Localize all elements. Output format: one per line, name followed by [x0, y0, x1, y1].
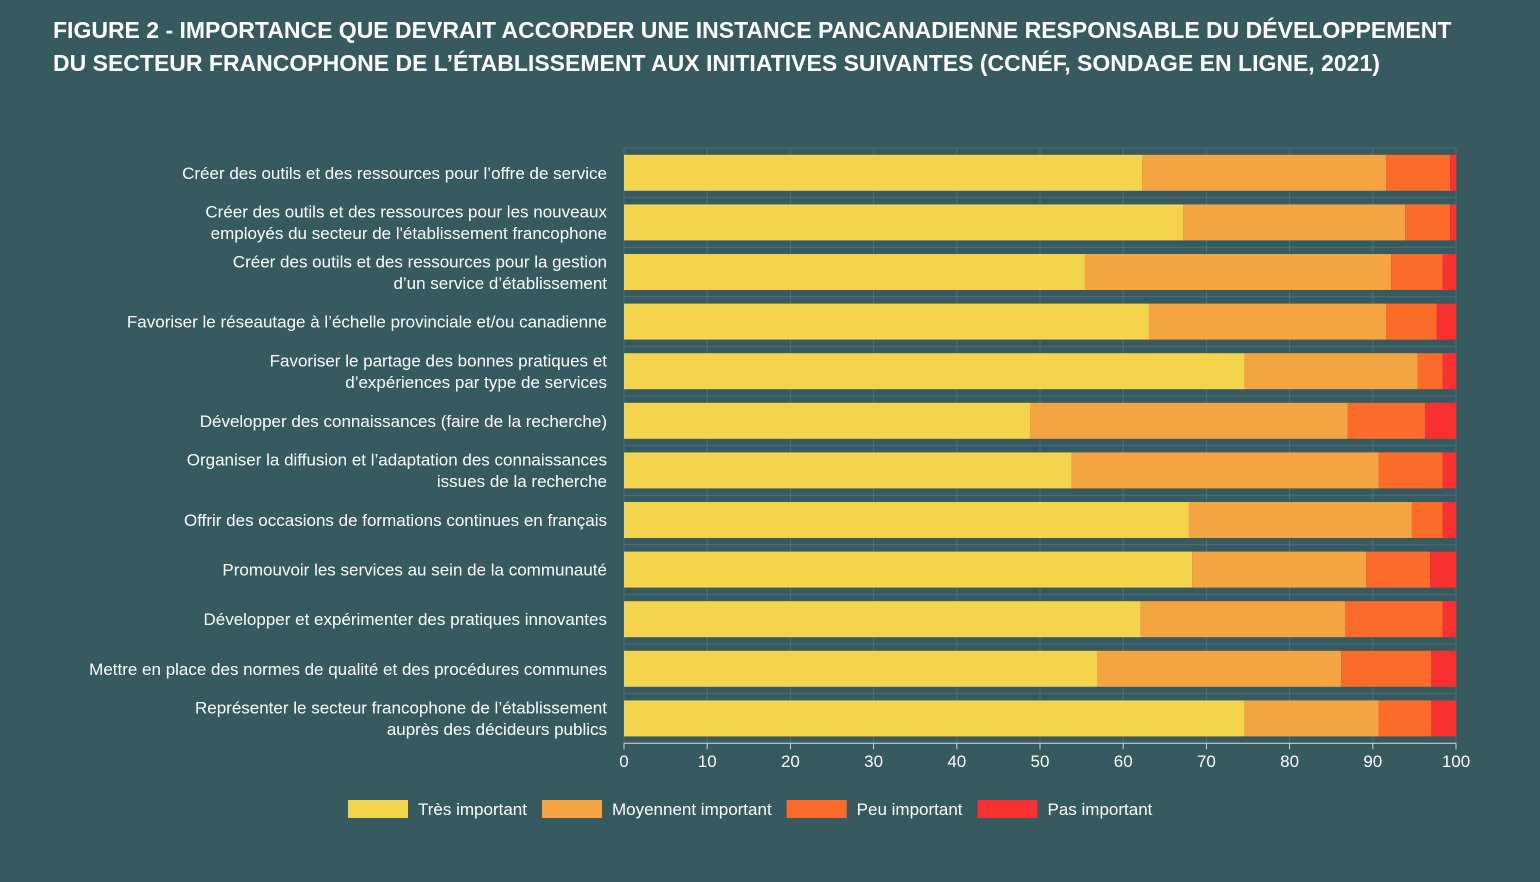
bar-peu-important: [1417, 353, 1443, 390]
x-tick-label: 0: [619, 752, 628, 771]
legend-label: Pas important: [1048, 800, 1153, 819]
bar-moyennent-important: [1071, 452, 1379, 489]
x-tick-label: 90: [1363, 752, 1382, 771]
bar-pas-important: [1442, 452, 1456, 489]
bar-très-important: [624, 700, 1245, 737]
bar-peu-important: [1386, 154, 1451, 191]
bar-pas-important: [1430, 551, 1456, 588]
legend-swatch: [786, 800, 847, 818]
bar-pas-important: [1442, 502, 1456, 538]
bar-très-important: [624, 353, 1245, 390]
legend-swatch: [541, 800, 602, 818]
category-label: Représenter le secteur francophone de l’…: [195, 699, 607, 718]
category-label: Développer des connaissances (faire de l…: [200, 412, 607, 431]
bar-peu-important: [1366, 551, 1431, 588]
bar-peu-important: [1347, 402, 1426, 439]
category-label: Favoriser le réseautage à l’échelle prov…: [127, 313, 607, 332]
bar-moyennent-important: [1244, 353, 1418, 390]
bar-peu-important: [1345, 601, 1443, 638]
bar-moyennent-important: [1097, 650, 1342, 687]
x-tick-label: 70: [1197, 752, 1216, 771]
bar-moyennent-important: [1084, 254, 1392, 290]
category-label: employés du secteur de l'établissement f…: [211, 224, 607, 243]
bar-peu-important: [1411, 502, 1443, 538]
bar-très-important: [624, 650, 1098, 687]
bar-très-important: [624, 303, 1149, 340]
category-label: Créer des outils et des ressources pour …: [233, 252, 607, 271]
bar-très-important: [624, 601, 1141, 638]
x-tick-label: 80: [1280, 752, 1299, 771]
bar-moyennent-important: [1142, 154, 1387, 191]
bar-pas-important: [1431, 650, 1456, 687]
legend-swatch: [348, 800, 408, 818]
bar-moyennent-important: [1192, 551, 1367, 588]
bar-peu-important: [1378, 452, 1443, 489]
category-label: Développer et expérimenter des pratiques…: [203, 610, 607, 629]
legend-label: Moyennent important: [612, 800, 772, 819]
bar-très-important: [624, 402, 1031, 439]
bar-moyennent-important: [1148, 303, 1387, 340]
x-tick-label: 20: [781, 752, 800, 771]
x-tick-label: 10: [698, 752, 717, 771]
x-tick-label: 30: [864, 752, 883, 771]
bar-peu-important: [1378, 700, 1432, 737]
bar-très-important: [624, 502, 1189, 538]
category-label: d’un service d’établissement: [393, 274, 607, 293]
bar-peu-important: [1405, 204, 1451, 241]
bar-moyennent-important: [1183, 204, 1406, 241]
bar-pas-important: [1450, 154, 1456, 191]
bar-peu-important: [1341, 650, 1432, 687]
bar-très-important: [624, 551, 1193, 588]
bar-très-important: [624, 154, 1143, 191]
category-label: Favoriser le partage des bonnes pratique…: [270, 351, 608, 370]
category-label: auprès des décideurs publics: [387, 720, 607, 739]
category-label: Promouvoir les services au sein de la co…: [222, 561, 607, 580]
bar-moyennent-important: [1244, 700, 1379, 737]
bar-très-important: [624, 452, 1072, 489]
legend-label: Peu important: [857, 800, 963, 819]
category-label: issues de la recherche: [437, 472, 607, 491]
x-tick-label: 100: [1442, 752, 1470, 771]
bar-pas-important: [1442, 254, 1456, 290]
title-line-2: DU SECTEUR FRANCOPHONE DE L’ÉTABLISSEMEN…: [53, 50, 1380, 76]
category-label: Offrir des occasions de formations conti…: [184, 511, 607, 530]
x-tick-label: 40: [947, 752, 966, 771]
category-label: Mettre en place des normes de qualité et…: [89, 660, 607, 679]
category-label: d’expériences par type de services: [345, 373, 607, 392]
bar-moyennent-important: [1140, 601, 1346, 638]
bar-peu-important: [1391, 254, 1443, 290]
bar-très-important: [624, 204, 1184, 241]
title-line-1: FIGURE 2 - IMPORTANCE QUE DEVRAIT ACCORD…: [53, 17, 1452, 43]
bar-pas-important: [1442, 353, 1456, 390]
x-tick-label: 60: [1114, 752, 1133, 771]
bar-pas-important: [1450, 204, 1456, 241]
bar-moyennent-important: [1188, 502, 1412, 538]
x-tick-label: 50: [1031, 752, 1050, 771]
bar-pas-important: [1442, 601, 1456, 638]
bar-très-important: [624, 254, 1085, 290]
chart-title: FIGURE 2 - IMPORTANCE QUE DEVRAIT ACCORD…: [53, 14, 1493, 80]
category-label: Organiser la diffusion et l’adaptation d…: [187, 451, 607, 470]
category-label: Créer des outils et des ressources pour …: [205, 203, 607, 222]
legend-label: Très important: [418, 800, 527, 819]
bar-pas-important: [1431, 700, 1456, 737]
bar-peu-important: [1386, 303, 1437, 340]
category-label: Créer des outils et des ressources pour …: [182, 164, 607, 183]
bar-pas-important: [1425, 402, 1456, 439]
legend-swatch: [977, 800, 1038, 818]
bar-pas-important: [1436, 303, 1456, 340]
bar-moyennent-important: [1030, 402, 1348, 439]
